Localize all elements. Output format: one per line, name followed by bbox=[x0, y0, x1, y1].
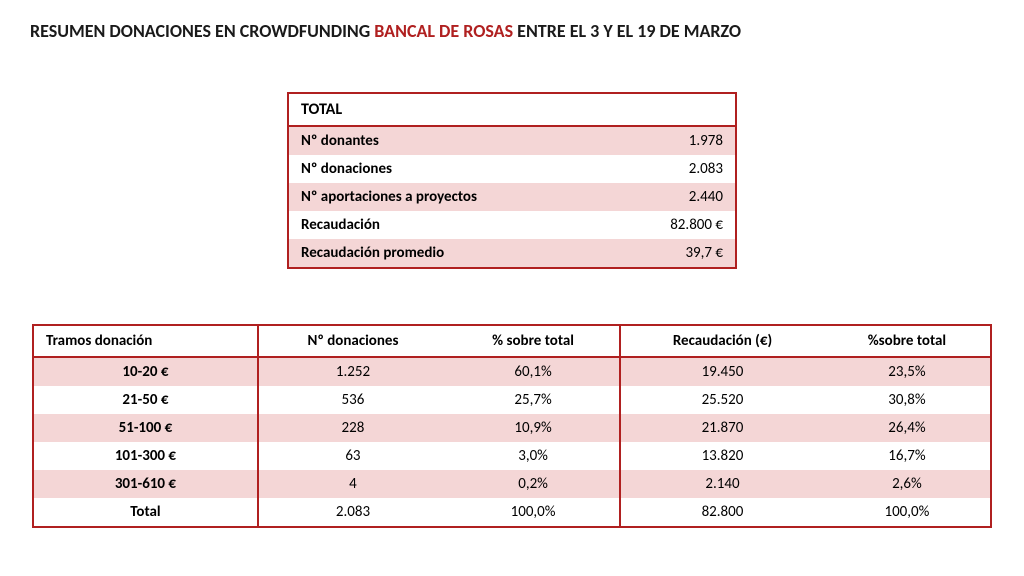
summary-label: Nº donaciones bbox=[288, 155, 557, 183]
detail-count: 63 bbox=[258, 442, 447, 470]
detail-body: 10-20 € 1.252 60,1% 19.450 23,5% 21-50 €… bbox=[33, 357, 991, 527]
detail-row: 21-50 € 536 25,7% 25.520 30,8% bbox=[33, 386, 991, 414]
detail-amount: 2.140 bbox=[620, 470, 824, 498]
detail-pct-amount: 30,8% bbox=[824, 386, 991, 414]
detail-row: 101-300 € 63 3,0% 13.820 16,7% bbox=[33, 442, 991, 470]
summary-row: Nº donaciones 2.083 bbox=[288, 155, 736, 183]
detail-total-row: Total 2.083 100,0% 82.800 100,0% bbox=[33, 498, 991, 527]
detail-amount: 25.520 bbox=[620, 386, 824, 414]
summary-header: TOTAL bbox=[288, 93, 736, 126]
detail-pct-count: 100,0% bbox=[447, 498, 620, 527]
page-title: RESUMEN DONACIONES EN CROWDFUNDING BANCA… bbox=[30, 20, 994, 42]
detail-col-count: Nº donaciones bbox=[258, 325, 447, 357]
detail-pct-amount: 16,7% bbox=[824, 442, 991, 470]
summary-table: TOTAL Nº donantes 1.978 Nº donaciones 2.… bbox=[287, 92, 737, 269]
detail-pct-amount: 23,5% bbox=[824, 357, 991, 386]
detail-pct-count: 0,2% bbox=[447, 470, 620, 498]
detail-amount: 19.450 bbox=[620, 357, 824, 386]
summary-row: Recaudación 82.800 € bbox=[288, 211, 736, 239]
detail-range: 10-20 € bbox=[33, 357, 258, 386]
detail-count: 228 bbox=[258, 414, 447, 442]
detail-range: 21-50 € bbox=[33, 386, 258, 414]
detail-col-amount: Recaudación (€) bbox=[620, 325, 824, 357]
detail-count: 536 bbox=[258, 386, 447, 414]
detail-pct-count: 10,9% bbox=[447, 414, 620, 442]
summary-value: 82.800 € bbox=[557, 211, 736, 239]
detail-count: 1.252 bbox=[258, 357, 447, 386]
detail-header-row: Tramos donación Nº donaciones % sobre to… bbox=[33, 325, 991, 357]
detail-count: 2.083 bbox=[258, 498, 447, 527]
summary-label: Recaudación promedio bbox=[288, 239, 557, 268]
summary-value: 2.083 bbox=[557, 155, 736, 183]
detail-amount: 82.800 bbox=[620, 498, 824, 527]
detail-table: Tramos donación Nº donaciones % sobre to… bbox=[32, 324, 992, 528]
summary-value: 39,7 € bbox=[557, 239, 736, 268]
detail-pct-amount: 100,0% bbox=[824, 498, 991, 527]
summary-value: 2.440 bbox=[557, 183, 736, 211]
summary-row: Nº aportaciones a proyectos 2.440 bbox=[288, 183, 736, 211]
detail-row: 301-610 € 4 0,2% 2.140 2,6% bbox=[33, 470, 991, 498]
summary-row: Recaudación promedio 39,7 € bbox=[288, 239, 736, 268]
detail-pct-count: 25,7% bbox=[447, 386, 620, 414]
detail-pct-count: 60,1% bbox=[447, 357, 620, 386]
summary-label: Nº donantes bbox=[288, 126, 557, 155]
summary-label: Nº aportaciones a proyectos bbox=[288, 183, 557, 211]
detail-count: 4 bbox=[258, 470, 447, 498]
detail-range: 51-100 € bbox=[33, 414, 258, 442]
detail-range: 101-300 € bbox=[33, 442, 258, 470]
summary-label: Recaudación bbox=[288, 211, 557, 239]
detail-range: 301-610 € bbox=[33, 470, 258, 498]
title-highlight: BANCAL DE ROSAS bbox=[374, 20, 513, 42]
detail-range: Total bbox=[33, 498, 258, 527]
title-suffix: ENTRE EL 3 Y EL 19 DE MARZO bbox=[513, 20, 741, 42]
detail-amount: 21.870 bbox=[620, 414, 824, 442]
detail-col-range: Tramos donación bbox=[33, 325, 258, 357]
detail-row: 51-100 € 228 10,9% 21.870 26,4% bbox=[33, 414, 991, 442]
summary-body: Nº donantes 1.978 Nº donaciones 2.083 Nº… bbox=[288, 126, 736, 268]
detail-col-pct-count: % sobre total bbox=[447, 325, 620, 357]
detail-pct-amount: 26,4% bbox=[824, 414, 991, 442]
detail-row: 10-20 € 1.252 60,1% 19.450 23,5% bbox=[33, 357, 991, 386]
detail-pct-amount: 2,6% bbox=[824, 470, 991, 498]
detail-amount: 13.820 bbox=[620, 442, 824, 470]
summary-value: 1.978 bbox=[557, 126, 736, 155]
detail-pct-count: 3,0% bbox=[447, 442, 620, 470]
title-prefix: RESUMEN DONACIONES EN CROWDFUNDING bbox=[30, 20, 374, 42]
detail-col-pct-amount: %sobre total bbox=[824, 325, 991, 357]
summary-row: Nº donantes 1.978 bbox=[288, 126, 736, 155]
